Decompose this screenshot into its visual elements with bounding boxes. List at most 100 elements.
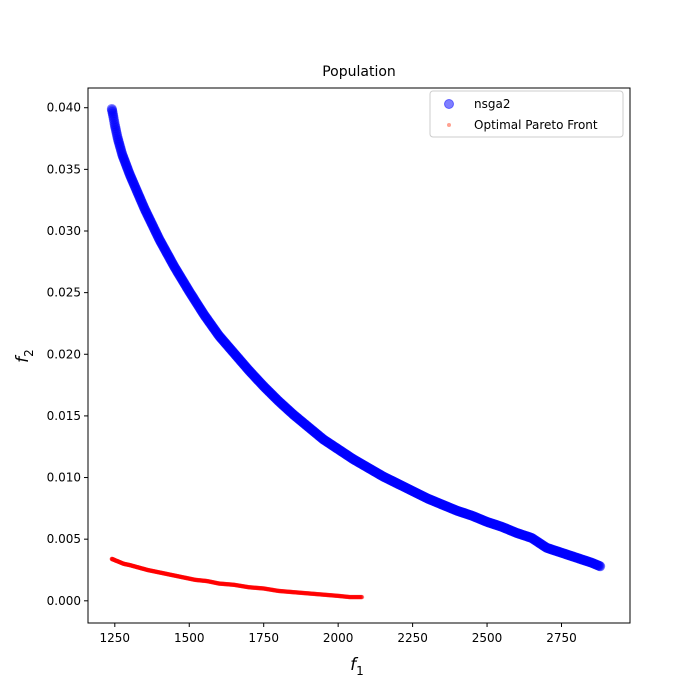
point-optimal-pareto-front	[126, 562, 131, 567]
point-optimal-pareto-front	[245, 584, 251, 590]
point-optimal-pareto-front	[200, 578, 206, 583]
point-optimal-pareto-front	[228, 582, 233, 587]
point-optimal-pareto-front	[142, 567, 147, 572]
point-optimal-pareto-front	[300, 590, 305, 596]
point-optimal-pareto-front	[338, 593, 344, 599]
point-optimal-pareto-front	[158, 570, 163, 575]
point-optimal-pareto-front	[323, 592, 328, 598]
point-optimal-pareto-front	[216, 581, 222, 586]
point-optimal-pareto-front	[179, 574, 185, 580]
point-optimal-pareto-front	[110, 556, 115, 562]
point-optimal-pareto-front	[160, 571, 166, 576]
point-optimal-pareto-front	[123, 562, 129, 567]
point-optimal-pareto-front	[213, 580, 219, 586]
point-optimal-pareto-front	[256, 585, 262, 591]
point-optimal-pareto-front	[207, 579, 213, 584]
point-optimal-pareto-front	[327, 592, 332, 598]
point-optimal-pareto-front	[274, 588, 280, 593]
point-optimal-pareto-front	[134, 564, 139, 570]
point-optimal-pareto-front	[301, 590, 307, 596]
point-optimal-pareto-front	[275, 588, 280, 593]
point-optimal-pareto-front	[129, 563, 134, 568]
point-optimal-pareto-front	[130, 563, 135, 568]
point-optimal-pareto-front	[343, 594, 349, 599]
point-optimal-pareto-front	[339, 594, 345, 599]
point-optimal-pareto-front	[122, 561, 127, 567]
point-optimal-pareto-front	[239, 583, 244, 589]
point-optimal-pareto-front	[147, 568, 152, 573]
point-optimal-pareto-front	[304, 591, 309, 596]
point-optimal-pareto-front	[138, 565, 144, 571]
x-axis-label-main: f	[350, 655, 359, 675]
point-optimal-pareto-front	[142, 567, 148, 572]
point-optimal-pareto-front	[247, 585, 252, 590]
point-optimal-pareto-front	[199, 578, 204, 583]
point-optimal-pareto-front	[303, 591, 308, 596]
point-optimal-pareto-front	[176, 574, 181, 579]
point-optimal-pareto-front	[338, 593, 343, 599]
point-optimal-pareto-front	[211, 580, 216, 585]
point-optimal-pareto-front	[289, 589, 295, 595]
point-optimal-pareto-front	[287, 589, 292, 595]
point-optimal-pareto-front	[121, 561, 126, 566]
point-nsga2	[595, 561, 606, 572]
y-tick-label: 0.010	[47, 471, 81, 485]
point-optimal-pareto-front	[291, 589, 296, 595]
x-axis-label-subscript: 1	[356, 664, 364, 678]
point-optimal-pareto-front	[293, 590, 299, 595]
point-optimal-pareto-front	[292, 590, 297, 595]
point-optimal-pareto-front	[357, 594, 362, 600]
point-optimal-pareto-front	[270, 587, 276, 593]
point-optimal-pareto-front	[332, 593, 338, 598]
point-optimal-pareto-front	[278, 588, 283, 594]
point-optimal-pareto-front	[271, 587, 276, 593]
point-optimal-pareto-front	[116, 559, 121, 564]
point-optimal-pareto-front	[132, 564, 138, 569]
point-optimal-pareto-front	[188, 576, 194, 582]
point-optimal-pareto-front	[269, 587, 275, 593]
point-optimal-pareto-front	[244, 584, 250, 590]
point-optimal-pareto-front	[156, 570, 162, 575]
point-optimal-pareto-front	[137, 565, 142, 570]
point-optimal-pareto-front	[337, 593, 343, 599]
legend-frame	[429, 90, 624, 138]
point-optimal-pareto-front	[314, 591, 320, 597]
point-optimal-pareto-front	[358, 594, 364, 600]
point-optimal-pareto-front	[237, 583, 243, 588]
point-optimal-pareto-front	[253, 585, 258, 590]
x-axis-label: f1	[350, 655, 364, 678]
point-optimal-pareto-front	[314, 591, 319, 597]
point-optimal-pareto-front	[230, 582, 236, 587]
legend-marker-nsga2	[444, 99, 454, 109]
point-optimal-pareto-front	[157, 570, 163, 575]
point-optimal-pareto-front	[215, 581, 220, 586]
point-optimal-pareto-front	[164, 571, 169, 577]
point-optimal-pareto-front	[329, 593, 334, 598]
point-optimal-pareto-front	[209, 579, 214, 585]
point-optimal-pareto-front	[173, 573, 179, 579]
point-optimal-pareto-front	[159, 570, 165, 576]
point-optimal-pareto-front	[352, 594, 357, 600]
point-optimal-pareto-front	[265, 586, 270, 592]
point-optimal-pareto-front	[262, 586, 268, 591]
point-optimal-pareto-front	[264, 586, 270, 592]
point-optimal-pareto-front	[279, 588, 284, 594]
point-optimal-pareto-front	[153, 569, 159, 574]
point-optimal-pareto-front	[260, 586, 265, 591]
point-optimal-pareto-front	[256, 585, 261, 591]
point-optimal-pareto-front	[253, 585, 258, 591]
point-optimal-pareto-front	[160, 570, 165, 576]
point-optimal-pareto-front	[242, 584, 248, 589]
point-optimal-pareto-front	[175, 573, 180, 579]
point-optimal-pareto-front	[185, 576, 190, 581]
point-optimal-pareto-front	[319, 592, 324, 597]
point-optimal-pareto-front	[286, 589, 291, 594]
point-optimal-pareto-front	[313, 591, 319, 597]
point-optimal-pareto-front	[273, 588, 278, 593]
point-optimal-pareto-front	[210, 580, 216, 585]
point-optimal-pareto-front	[237, 583, 242, 588]
point-optimal-pareto-front	[123, 561, 128, 567]
point-optimal-pareto-front	[335, 593, 340, 599]
point-optimal-pareto-front	[329, 593, 334, 598]
point-optimal-pareto-front	[178, 574, 184, 580]
